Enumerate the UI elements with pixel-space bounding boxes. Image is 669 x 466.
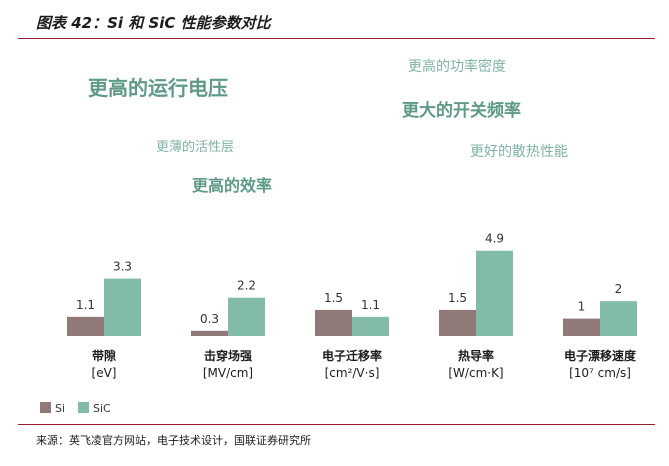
category-label: 击穿场强 bbox=[204, 348, 252, 363]
data-label-si: 1 bbox=[578, 300, 586, 314]
phrase-higher-switching-frequency: 更大的开关频率 bbox=[402, 101, 521, 121]
data-label-sic: 2.2 bbox=[237, 279, 256, 293]
data-label-sic: 2 bbox=[615, 282, 623, 296]
bar-sic bbox=[104, 278, 141, 336]
category-unit: [10⁷ cm/s] bbox=[569, 366, 631, 380]
bar-sic bbox=[600, 301, 637, 336]
figure-title: 图表 42：Si 和 SiC 性能参数对比 bbox=[36, 14, 271, 32]
phrase-better-heat-dissipation: 更好的散热性能 bbox=[470, 144, 568, 160]
data-label-si: 0.3 bbox=[200, 312, 219, 326]
legend-swatch-si bbox=[40, 402, 51, 413]
bar-sic bbox=[228, 297, 265, 336]
data-label-si: 1.1 bbox=[76, 298, 95, 312]
title-rule bbox=[18, 38, 655, 39]
source-rule bbox=[18, 424, 655, 425]
data-label-sic: 4.9 bbox=[485, 232, 504, 246]
category-unit: [eV] bbox=[92, 366, 117, 380]
bar-si bbox=[563, 318, 600, 336]
bar-sic bbox=[352, 316, 389, 336]
category-label: 带隙 bbox=[92, 348, 116, 363]
legend-swatch-sic bbox=[78, 402, 89, 413]
bar-si bbox=[67, 316, 104, 336]
phrase-higher-power-density: 更高的功率密度 bbox=[408, 59, 506, 75]
bar-sic bbox=[476, 250, 513, 336]
data-label-sic: 3.3 bbox=[113, 260, 132, 274]
phrase-higher-efficiency: 更高的效率 bbox=[192, 176, 273, 195]
category-label: 热导率 bbox=[458, 348, 494, 363]
legend-label-si: Si bbox=[55, 402, 65, 415]
phrase-thinner-active-layer: 更薄的活性层 bbox=[156, 140, 235, 155]
data-label-si: 1.5 bbox=[324, 291, 343, 305]
bar-si bbox=[191, 330, 228, 336]
category-unit: [cm²/V·s] bbox=[325, 366, 380, 380]
source-note: 来源：英飞凌官方网站，电子技术设计，国联证券研究所 bbox=[36, 434, 311, 447]
category-unit: [W/cm·K] bbox=[448, 366, 503, 380]
category-label: 电子漂移速度 bbox=[564, 348, 637, 363]
category-unit: [MV/cm] bbox=[203, 366, 253, 380]
legend-label-sic: SiC bbox=[93, 402, 111, 415]
data-label-sic: 1.1 bbox=[361, 298, 380, 312]
phrase-higher-voltage: 更高的运行电压 bbox=[88, 76, 228, 100]
data-label-si: 1.5 bbox=[448, 291, 467, 305]
bar-si bbox=[439, 309, 476, 336]
bar-si bbox=[315, 309, 352, 336]
category-label: 电子迁移率 bbox=[322, 348, 382, 363]
